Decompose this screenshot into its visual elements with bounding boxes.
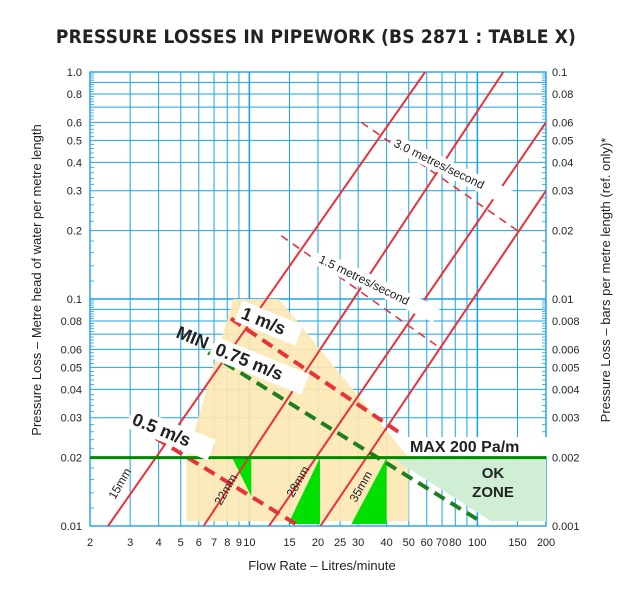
ok-zone-fill <box>391 457 546 522</box>
y-tick-label-right: 0.05 <box>552 135 573 147</box>
ok-zone-label: ZONE <box>472 484 514 501</box>
y-tick-label-right: 0.04 <box>552 157 573 169</box>
y-tick-label-left: 0.5 <box>67 135 82 147</box>
velocity-line <box>280 235 443 351</box>
x-tick-label: 5 <box>178 537 184 549</box>
x-tick-label: 40 <box>381 537 393 549</box>
y-tick-label-left: 0.03 <box>61 413 82 425</box>
pipe-line-22mm <box>202 72 505 526</box>
x-tick-label: 3 <box>127 537 133 549</box>
x-tick-label: 200 <box>537 537 555 549</box>
y-tick-label-right: 0.006 <box>552 344 580 356</box>
y-tick-label-left: 0.2 <box>67 226 82 238</box>
x-tick-label: 150 <box>508 537 526 549</box>
x-tick-label: 70 <box>436 537 448 549</box>
x-tick-label: 25 <box>334 537 346 549</box>
x-tick-label: 20 <box>312 537 324 549</box>
velocity-05ms-line <box>138 426 297 526</box>
velocity-label-bg <box>387 133 515 207</box>
y-tick-label-right: 0.002 <box>552 453 580 465</box>
acceptable-triangle <box>288 457 320 525</box>
y-axis-label-left: Pressure Loss – Metre head of water per … <box>29 124 44 435</box>
max-label-bg <box>407 437 547 456</box>
y-tick-label-left: 0.02 <box>61 453 82 465</box>
x-tick-label: 7 <box>211 537 217 549</box>
max-label-text: MAX 200 Pa/m <box>410 439 519 456</box>
velocity-075ms-line <box>207 351 479 522</box>
y-tick-label-left: 0.4 <box>67 157 82 169</box>
y-tick-label-right: 0.02 <box>552 226 573 238</box>
y-tick-label-left: 0.01 <box>61 521 82 533</box>
pipe-line-35mm <box>319 190 546 526</box>
y-tick-label-right: 0.01 <box>552 294 573 306</box>
y-tick-label-right: 0.004 <box>552 384 580 396</box>
x-tick-label: 100 <box>468 537 486 549</box>
chart-title: PRESSURE LOSSES IN PIPEWORK (BS 2871 : T… <box>55 26 577 48</box>
y-tick-label-left: 0.04 <box>61 384 82 396</box>
x-tick-label: 9 <box>236 537 242 549</box>
label-075ms-bg <box>208 336 310 395</box>
plot-frame <box>89 71 547 527</box>
label-1ms-bg <box>234 300 304 346</box>
x-tick-label: 8 <box>224 537 230 549</box>
ok-zone-label: OK <box>482 465 505 482</box>
velocity-label-bg <box>312 249 440 323</box>
y-tick-label-right: 0.008 <box>552 316 580 328</box>
y-tick-label-left: 0.05 <box>61 362 82 374</box>
y-tick-label-right: 0.08 <box>552 89 573 101</box>
y-tick-label-right: 0.1 <box>552 67 567 79</box>
pipe-line-15mm <box>107 72 426 526</box>
y-tick-label-right: 0.005 <box>552 362 580 374</box>
y-tick-label-left: 0.3 <box>67 186 82 198</box>
x-tick-label: 30 <box>352 537 364 549</box>
x-tick-label: 4 <box>156 537 162 549</box>
velocity-1ms-line <box>229 316 400 434</box>
x-axis-label: Flow Rate – Litres/minute <box>248 558 395 573</box>
y-tick-label-left: 0.06 <box>61 344 82 356</box>
velocity-line <box>360 121 518 232</box>
x-tick-label: 2 <box>87 537 93 549</box>
y-tick-label-right: 0.03 <box>552 186 573 198</box>
y-tick-label-right: 0.06 <box>552 117 573 129</box>
x-tick-label: 6 <box>196 537 202 549</box>
label-05ms-bg <box>125 406 216 461</box>
y-axis-label-right: Pressure Loss – bars per metre length (r… <box>598 138 613 423</box>
y-tick-label-left: 0.6 <box>67 117 82 129</box>
y-tick-label-left: 1.0 <box>67 67 82 79</box>
max-label: MAX 200 Pa/m <box>407 437 547 456</box>
acceptable-triangle <box>232 457 252 497</box>
x-tick-label: 15 <box>283 537 295 549</box>
y-tick-label-right: 0.003 <box>552 413 580 425</box>
x-tick-label: 50 <box>403 537 415 549</box>
x-tick-label: 80 <box>449 537 461 549</box>
y-tick-label-left: 0.8 <box>67 89 82 101</box>
y-tick-label-left: 0.1 <box>67 294 82 306</box>
x-tick-label: 10 <box>243 537 255 549</box>
y-tick-label-right: 0.001 <box>552 521 580 533</box>
y-tick-label-left: 0.08 <box>61 316 82 328</box>
acceptable-triangle <box>351 457 387 525</box>
x-tick-label: 60 <box>421 537 433 549</box>
